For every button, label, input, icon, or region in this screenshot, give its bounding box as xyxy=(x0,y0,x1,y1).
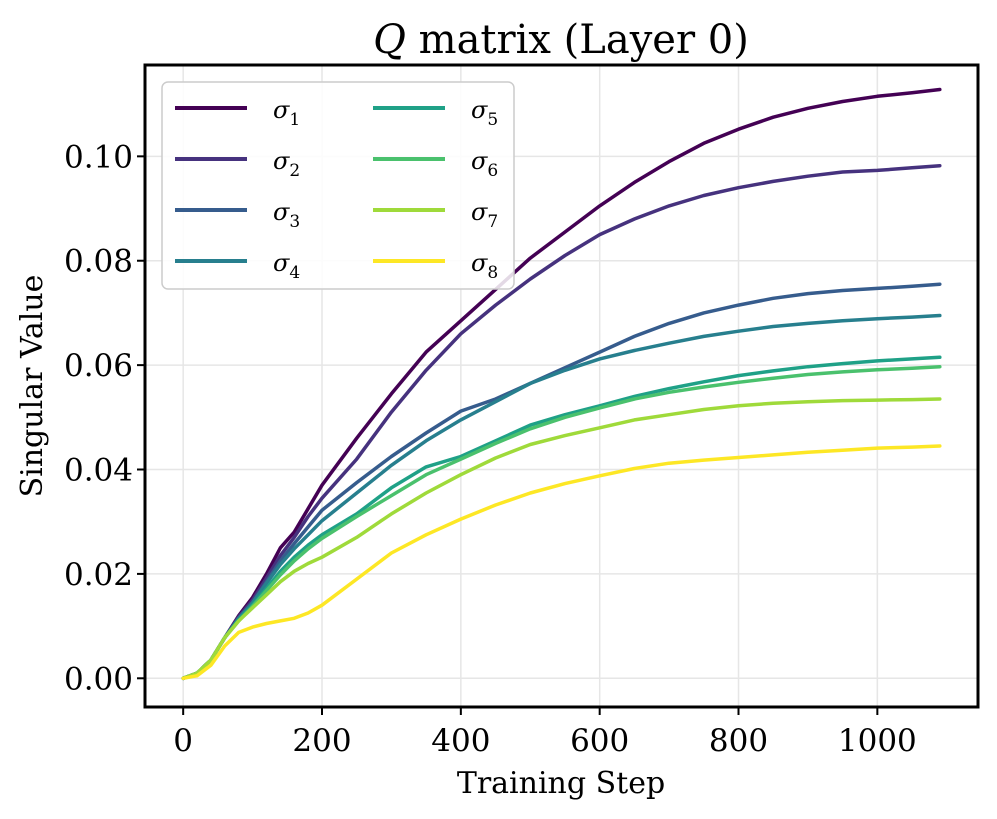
y-tick-label: 0.02 xyxy=(64,557,133,593)
x-tick-label: 0 xyxy=(173,723,193,759)
series-lines xyxy=(181,87,942,681)
y-tick-label: 0.00 xyxy=(64,661,133,697)
series-line-sigma-7 xyxy=(181,397,942,681)
x-tick-label: 200 xyxy=(292,723,351,759)
series-line-sigma-5 xyxy=(181,355,942,681)
y-axis-label: Singular Value xyxy=(15,275,50,498)
y-tick-label: 0.08 xyxy=(64,244,133,280)
chart-title: Q matrix (Layer 0) xyxy=(373,17,749,63)
x-axis-label: Training Step xyxy=(457,766,665,801)
chart-title-rest: matrix (Layer 0) xyxy=(406,17,749,63)
y-tick-label: 0.04 xyxy=(64,453,133,489)
x-tick-label: 400 xyxy=(431,723,490,759)
plot-frame xyxy=(143,63,980,709)
x-tick-label: 1000 xyxy=(838,723,917,759)
series-line-sigma-8 xyxy=(181,444,942,681)
series-line-sigma-6 xyxy=(181,364,942,681)
y-tick-label: 0.06 xyxy=(64,348,133,384)
y-tick-label: 0.10 xyxy=(64,139,133,175)
chart-title-symbol: Q xyxy=(373,17,406,63)
series-line-sigma-4 xyxy=(181,313,942,681)
legend-box xyxy=(161,81,515,290)
x-tick-label: 600 xyxy=(570,723,629,759)
axis-ticks: 0 200 400 600 800 1000 0.00 0.02 0.04 0.06 0.08 0.1… xyxy=(64,139,917,759)
x-tick-label: 800 xyxy=(709,723,768,759)
